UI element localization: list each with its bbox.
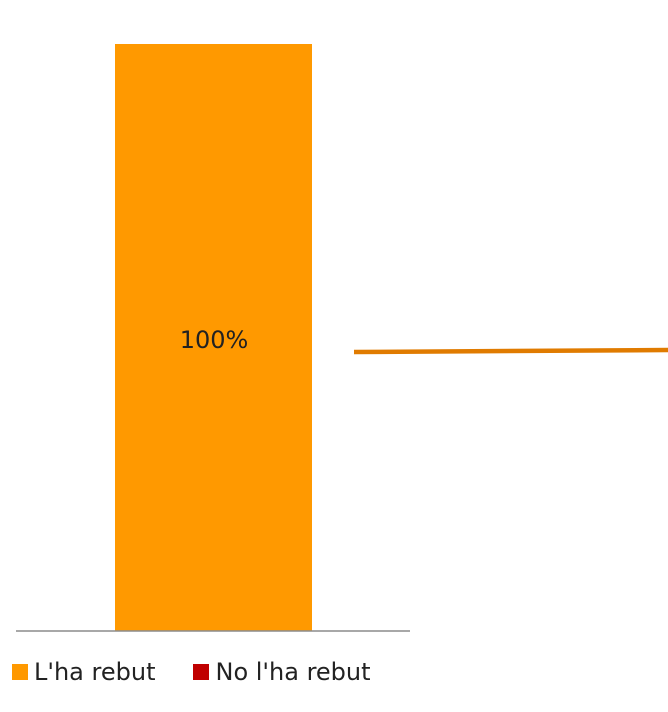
legend-swatch-not-received <box>193 664 210 680</box>
leader-line <box>353 347 668 355</box>
legend-item-received: L'ha rebut <box>12 658 155 686</box>
bar-data-label: 100% <box>180 326 249 354</box>
bar-layer <box>115 44 312 631</box>
legend-item-not-received: No l'ha rebut <box>193 658 371 686</box>
legend: L'ha rebut No l'ha rebut <box>12 652 371 692</box>
bar-received <box>115 44 312 631</box>
legend-label-received: L'ha rebut <box>34 658 156 686</box>
legend-label-not-received: No l'ha rebut <box>215 658 371 686</box>
legend-swatch-received <box>12 664 28 680</box>
